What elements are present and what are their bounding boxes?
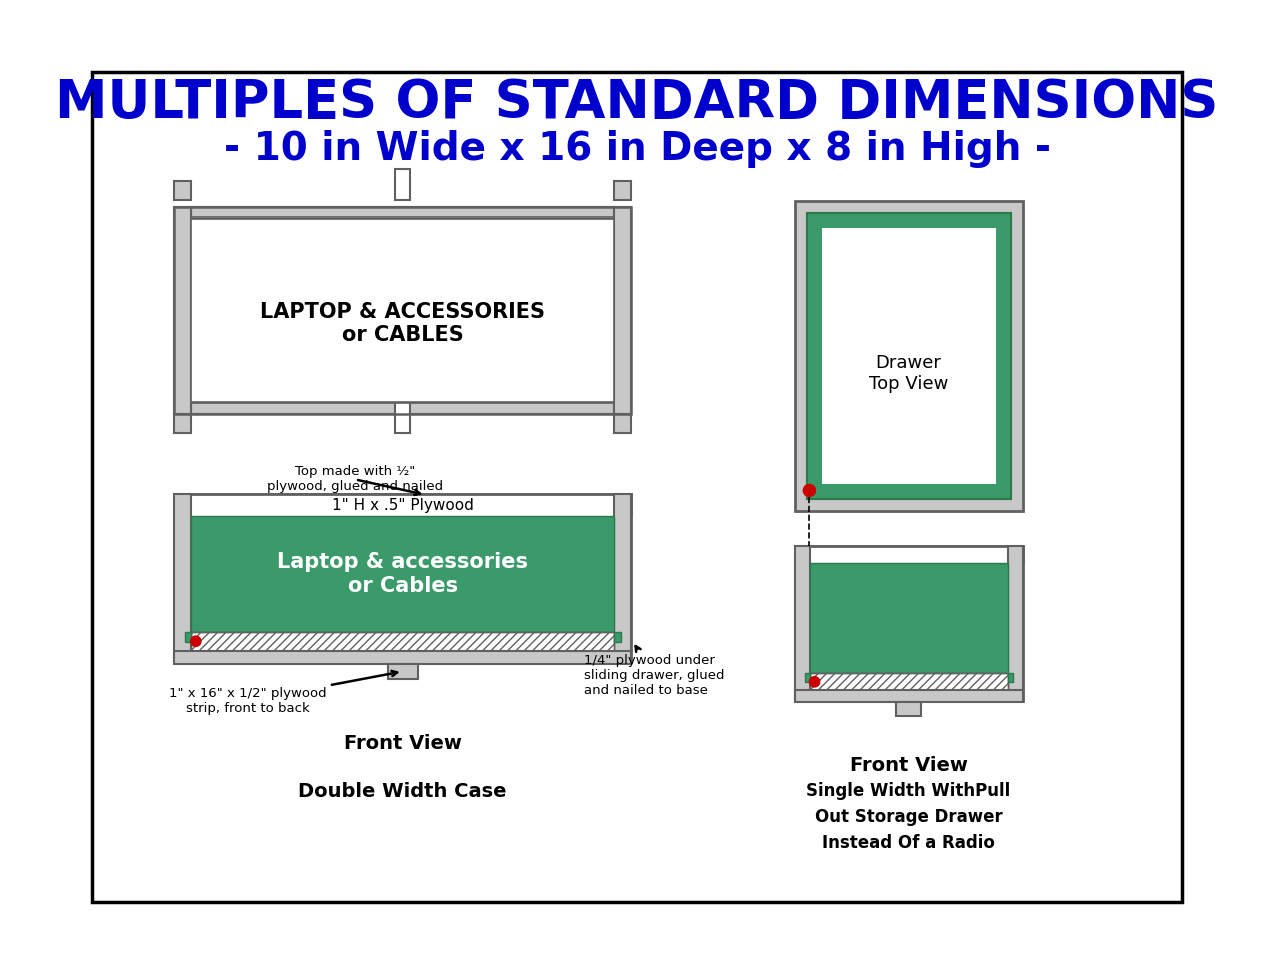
Text: MULTIPLES OF STANDARD DIMENSIONS: MULTIPLES OF STANDARD DIMENSIONS <box>55 78 1219 130</box>
Text: Drawer
Top View: Drawer Top View <box>869 354 948 393</box>
Bar <box>896 702 921 716</box>
Text: - 10 in Wide x 16 in Deep x 8 in High -: - 10 in Wide x 16 in Deep x 8 in High - <box>223 131 1051 169</box>
Bar <box>806 213 1012 499</box>
Circle shape <box>809 677 819 687</box>
Bar <box>175 494 191 662</box>
Bar <box>795 691 1023 702</box>
Circle shape <box>191 636 201 647</box>
Bar <box>175 206 191 414</box>
Bar <box>805 673 810 682</box>
Bar <box>395 401 410 432</box>
Bar <box>795 545 1023 563</box>
Bar <box>191 401 614 414</box>
Bar <box>795 545 1023 700</box>
Bar <box>1008 673 1013 682</box>
Bar <box>1008 545 1023 700</box>
Bar <box>175 494 631 662</box>
Bar <box>810 673 1008 691</box>
Bar <box>175 206 631 414</box>
Text: Top made with ½"
plywood, glued and nailed: Top made with ½" plywood, glued and nail… <box>268 466 443 495</box>
Text: Laptop & accessories
or Cables: Laptop & accessories or Cables <box>276 552 529 596</box>
Bar <box>822 229 995 483</box>
Bar <box>806 213 1012 499</box>
Text: LAPTOP & ACCESSORIES
or CABLES: LAPTOP & ACCESSORIES or CABLES <box>260 302 545 345</box>
Bar <box>191 401 614 414</box>
Bar <box>191 206 614 219</box>
Bar <box>175 414 191 432</box>
Text: Front View: Front View <box>850 756 967 775</box>
Bar <box>175 494 631 516</box>
Bar <box>191 632 614 651</box>
Bar <box>614 632 620 642</box>
Bar <box>810 563 1008 673</box>
Bar <box>614 494 631 662</box>
Text: 1" H x .5" Plywood: 1" H x .5" Plywood <box>331 498 474 512</box>
Bar <box>810 673 1008 691</box>
Bar <box>191 215 614 217</box>
Bar <box>191 632 614 651</box>
Bar <box>191 219 614 401</box>
Bar <box>795 201 1023 511</box>
Bar <box>175 206 631 414</box>
Bar <box>185 632 191 642</box>
Bar <box>795 545 810 700</box>
Bar <box>191 206 614 219</box>
Bar <box>175 651 631 663</box>
Bar <box>191 516 614 632</box>
Bar <box>175 181 191 200</box>
Bar <box>387 663 418 679</box>
Bar <box>614 181 631 200</box>
Text: 1/4" plywood under
sliding drawer, glued
and nailed to base: 1/4" plywood under sliding drawer, glued… <box>583 646 724 697</box>
Bar <box>614 206 631 414</box>
Text: Front View: Front View <box>344 734 461 753</box>
Text: Single Width WithPull
Out Storage Drawer
Instead Of a Radio: Single Width WithPull Out Storage Drawer… <box>806 782 1010 852</box>
Bar <box>395 169 410 200</box>
Circle shape <box>804 484 815 497</box>
Bar <box>614 414 631 432</box>
Text: 1" x 16" x 1/2" plywood
strip, front to back: 1" x 16" x 1/2" plywood strip, front to … <box>168 671 397 715</box>
Text: Double Width Case: Double Width Case <box>298 782 507 801</box>
